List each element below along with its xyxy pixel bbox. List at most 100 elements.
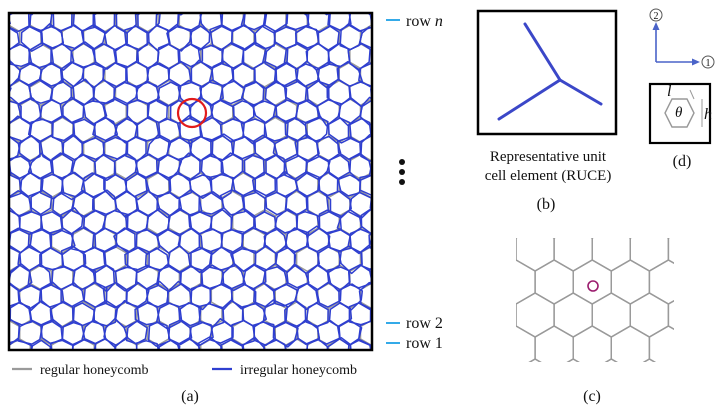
honeycomb-cell bbox=[177, 152, 201, 182]
honeycomb-cell bbox=[263, 13, 266, 14]
honeycomb-cell bbox=[528, 358, 542, 362]
honeycomb-cell bbox=[368, 267, 372, 283]
honeycomb-cell bbox=[286, 13, 290, 14]
honeycomb-cell bbox=[516, 325, 536, 362]
honeycomb-cell bbox=[294, 25, 320, 49]
honeycomb-cell bbox=[359, 26, 372, 50]
honeycomb-cell bbox=[178, 13, 181, 14]
honeycomb-cell bbox=[382, 62, 403, 87]
honeycomb-cell bbox=[220, 13, 224, 14]
panel-d: 2 1 l θ h (d) bbox=[648, 8, 715, 170]
honeycomb-cell bbox=[9, 233, 10, 248]
honeycomb-cell bbox=[188, 0, 212, 12]
honeycomb-cell bbox=[628, 238, 632, 239]
honeycomb-cell bbox=[9, 86, 10, 100]
honeycomb-cell bbox=[220, 339, 244, 350]
honeycomb-cell bbox=[241, 13, 245, 14]
honeycomb-cell bbox=[9, 231, 12, 248]
honeycomb-cell bbox=[370, 50, 372, 66]
honeycomb-cell bbox=[81, 137, 106, 161]
honeycomb-cell bbox=[134, 301, 161, 326]
ellipsis-dot bbox=[399, 159, 405, 165]
honeycomb-cell bbox=[358, 281, 372, 310]
honeycomb-cell bbox=[322, 13, 332, 16]
honeycomb-cell bbox=[370, 123, 372, 138]
axis-2-marker bbox=[649, 8, 663, 22]
honeycomb-cell bbox=[381, 322, 404, 346]
honeycomb-cell bbox=[382, 99, 403, 124]
honeycomb-cell bbox=[39, 99, 63, 123]
regular-honeycomb-lattice bbox=[459, 194, 717, 403]
honeycomb-cell bbox=[9, 196, 10, 211]
honeycomb-cell bbox=[255, 0, 277, 12]
legend-irregular-label: irregular honeycomb bbox=[240, 363, 357, 378]
honeycomb-cell bbox=[370, 196, 372, 212]
honeycomb-cell bbox=[61, 321, 86, 346]
honeycomb-cell bbox=[51, 265, 76, 291]
honeycomb-cell bbox=[349, 153, 372, 182]
honeycomb-cell bbox=[82, 246, 107, 275]
honeycomb-cell bbox=[253, 60, 278, 90]
honeycomb-cell bbox=[134, 189, 161, 217]
honeycomb-cell bbox=[572, 325, 612, 362]
honeycomb-cell bbox=[9, 159, 10, 174]
honeycomb-cell bbox=[534, 259, 574, 305]
l-dimension-line bbox=[689, 89, 695, 100]
honeycomb-cell bbox=[459, 326, 497, 370]
honeycomb-cell bbox=[380, 64, 404, 87]
ruce-caption-line1: Representative unit bbox=[490, 149, 607, 165]
ruce-box bbox=[476, 9, 618, 136]
honeycomb-cell bbox=[336, 136, 362, 161]
honeycomb-cell bbox=[478, 359, 516, 403]
honeycomb-cell bbox=[114, 13, 117, 14]
honeycomb-cell bbox=[190, 246, 213, 274]
honeycomb-cell bbox=[60, 171, 86, 201]
honeycomb-cell bbox=[49, 338, 74, 350]
honeycomb-cell bbox=[72, 265, 97, 291]
honeycomb-cell bbox=[198, 228, 223, 256]
honeycomb-cell bbox=[60, 207, 84, 235]
honeycomb-cell bbox=[688, 194, 717, 238]
honeycomb-cell bbox=[9, 197, 10, 210]
honeycomb-cell bbox=[371, 13, 372, 14]
honeycomb-cell bbox=[209, 283, 234, 311]
h-label: h bbox=[704, 106, 712, 123]
honeycomb-cell bbox=[102, 281, 128, 309]
honeycomb-cell bbox=[168, 173, 193, 200]
row-2-label: row 2 bbox=[406, 315, 443, 332]
honeycomb-cell bbox=[338, 97, 363, 127]
honeycomb-cell bbox=[9, 122, 10, 129]
honeycomb-cell bbox=[648, 325, 674, 362]
honeycomb-cell bbox=[71, 190, 95, 218]
honeycomb-cell bbox=[9, 307, 12, 322]
honeycomb-cell bbox=[357, 320, 372, 347]
honeycomb-cell bbox=[516, 303, 517, 327]
honeycomb-cell bbox=[19, 171, 44, 198]
honeycomb-cell bbox=[156, 228, 182, 254]
honeycomb-cell bbox=[380, 175, 403, 199]
honeycomb-cell bbox=[459, 260, 497, 304]
honeycomb-cell bbox=[263, 115, 289, 142]
honeycomb-cell bbox=[9, 49, 10, 63]
honeycomb-cell bbox=[382, 136, 403, 161]
honeycomb-cell bbox=[27, 118, 54, 143]
honeycomb-cell bbox=[155, 13, 180, 32]
legend-regular-label: regular honeycomb bbox=[40, 363, 148, 378]
honeycomb-cell bbox=[253, 281, 275, 308]
honeycomb-cell bbox=[316, 98, 342, 127]
panel-a: row n row 2 row 1 regular honeycomb irre… bbox=[7, 0, 443, 405]
honeycomb-cell bbox=[516, 292, 555, 338]
honeycomb-cell bbox=[667, 238, 674, 265]
honeycomb-cell bbox=[145, 280, 169, 308]
honeycomb-cell bbox=[220, 262, 247, 292]
honeycomb-cell bbox=[243, 154, 265, 180]
honeycomb-cell bbox=[28, 13, 32, 14]
honeycomb-cell bbox=[198, 191, 225, 215]
honeycomb-cell bbox=[382, 212, 404, 235]
honeycomb-cell bbox=[135, 340, 160, 350]
honeycomb-cell bbox=[534, 325, 574, 362]
honeycomb-cell bbox=[93, 338, 117, 350]
ruce-caption-line2: cell element (RUCE) bbox=[485, 168, 612, 184]
unit-cell-marker bbox=[587, 280, 599, 292]
honeycomb-cell bbox=[28, 78, 54, 104]
